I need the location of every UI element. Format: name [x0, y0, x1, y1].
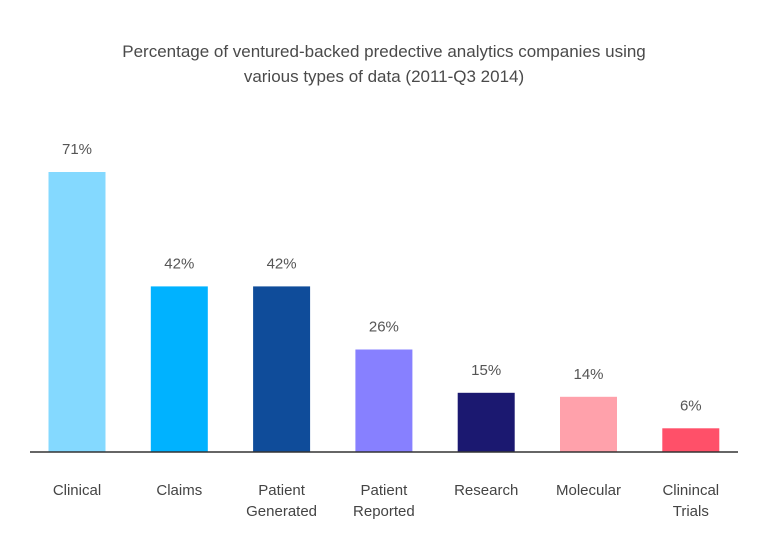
bar-4 [457, 392, 515, 452]
bar-5 [560, 396, 617, 452]
bar-value-label-0: 71% [62, 141, 92, 158]
bar-value-label-3: 26% [369, 319, 399, 336]
bar-value-label-4: 15% [471, 362, 501, 379]
category-label-1-line-0: Claims [156, 482, 202, 499]
bar-value-label-5: 14% [573, 366, 603, 383]
category-label-3-line-0: Patient [361, 482, 409, 499]
bar-0 [48, 172, 106, 452]
bar-value-label-6: 6% [680, 397, 702, 414]
bar-value-label-1: 42% [164, 255, 194, 272]
category-label-5-line-0: Molecular [556, 482, 621, 499]
bars-group: 71% Clinical 42% Claims 42% Patient Generated 2… [48, 141, 720, 520]
category-label-2-line-1: Generated [246, 503, 317, 520]
category-label-6-line-1: Trials [673, 503, 709, 520]
category-label-2-line-0: Patient [258, 482, 306, 499]
bar-value-label-2: 42% [267, 255, 297, 272]
category-label-4-line-0: Research [454, 482, 518, 499]
bar-3 [355, 349, 413, 452]
chart-title-line-1: Percentage of ventured-backed predective… [122, 42, 646, 61]
bar-2 [253, 286, 311, 452]
bar-6 [662, 428, 720, 452]
category-label-3-line-1: Reported [353, 503, 415, 520]
bar-1 [150, 286, 208, 452]
category-label-6-line-0: Clinincal [662, 482, 719, 499]
chart-title-line-2: various types of data (2011-Q3 2014) [244, 67, 524, 86]
category-label-0-line-0: Clinical [53, 482, 101, 499]
